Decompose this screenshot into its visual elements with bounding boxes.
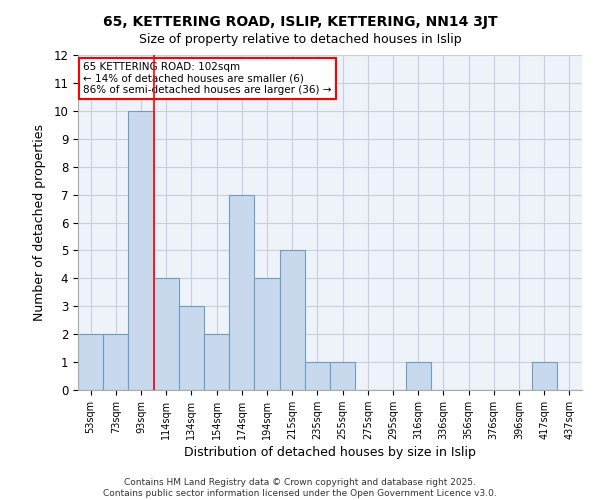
Bar (78, 334, 103, 390)
Text: 65 KETTERING ROAD: 102sqm
← 14% of detached houses are smaller (6)
86% of semi-d: 65 KETTERING ROAD: 102sqm ← 14% of detac… (83, 62, 332, 95)
Bar (128, 111, 154, 390)
Bar (280, 250, 305, 390)
Bar (406, 362, 431, 390)
Bar (330, 362, 355, 390)
Bar (179, 306, 204, 390)
Y-axis label: Number of detached properties: Number of detached properties (34, 124, 46, 321)
Text: 65, KETTERING ROAD, ISLIP, KETTERING, NN14 3JT: 65, KETTERING ROAD, ISLIP, KETTERING, NN… (103, 15, 497, 29)
Bar (254, 278, 280, 390)
Bar (204, 334, 229, 390)
Bar (532, 362, 557, 390)
X-axis label: Distribution of detached houses by size in Islip: Distribution of detached houses by size … (184, 446, 476, 459)
Bar (305, 362, 330, 390)
Text: Contains HM Land Registry data © Crown copyright and database right 2025.
Contai: Contains HM Land Registry data © Crown c… (103, 478, 497, 498)
Bar (103, 334, 128, 390)
Bar (154, 278, 179, 390)
Bar (229, 194, 254, 390)
Text: Size of property relative to detached houses in Islip: Size of property relative to detached ho… (139, 32, 461, 46)
